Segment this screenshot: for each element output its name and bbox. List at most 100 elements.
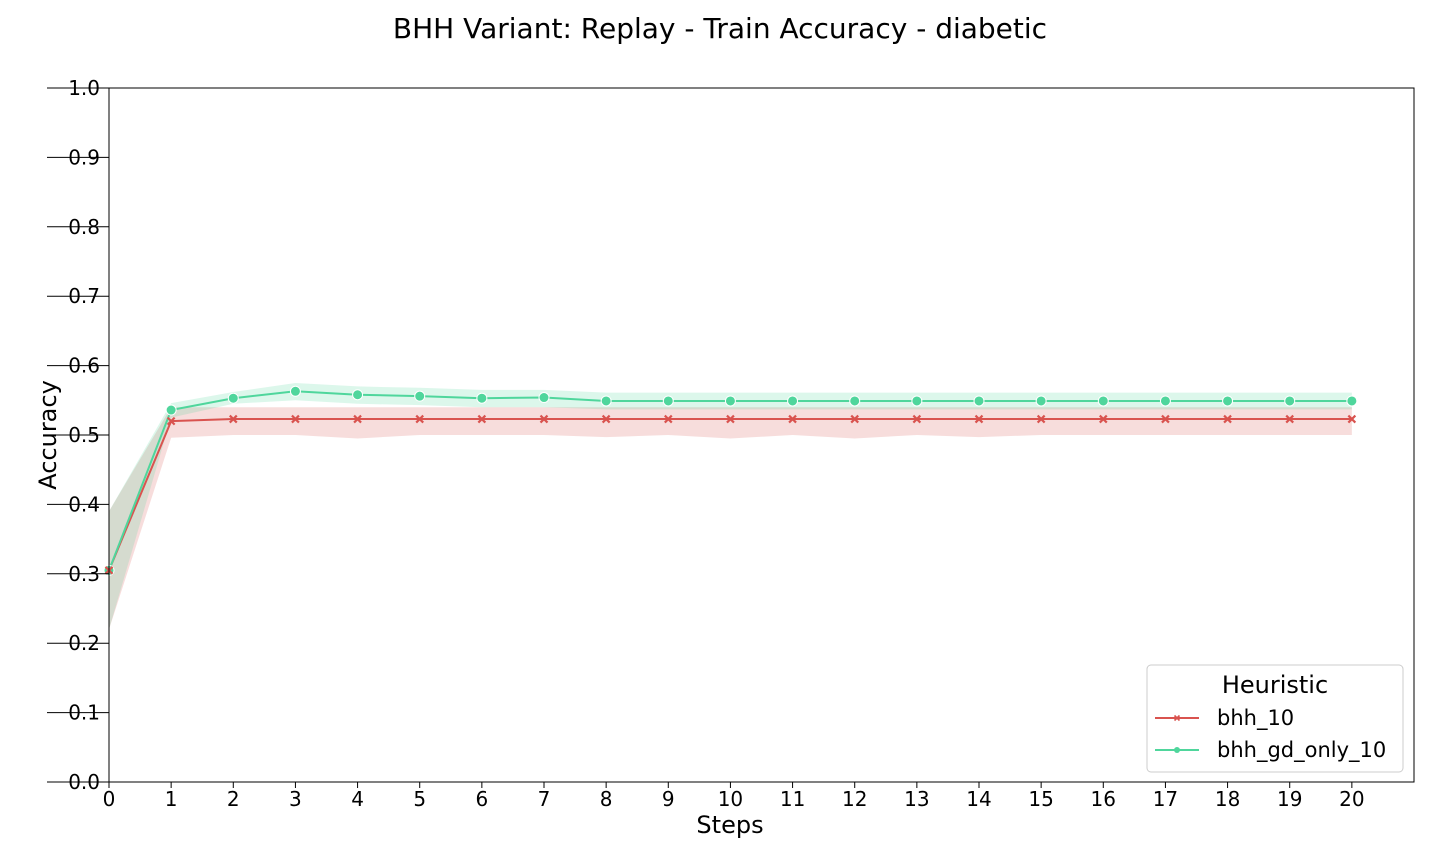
y-tick-label-0.5: 0.5 (68, 423, 100, 447)
x-tick-label-14: 14 (966, 787, 991, 811)
data-point-bhh_gd_only_10-17 (1159, 395, 1171, 407)
data-point-bhh_10-1 (166, 416, 176, 426)
data-point-bhh_10-7-b (539, 414, 549, 424)
data-point-bhh_gd_only_10-6 (476, 392, 488, 404)
x-tick-label-0: 0 (103, 787, 116, 811)
axes: 0.00.10.20.30.40.50.60.70.80.91.00 1 2 3 4 5 6… (47, 76, 1415, 811)
confidence-bands (109, 382, 1352, 630)
x-tick-label-1: 1 (165, 787, 178, 811)
data-point-bhh_gd_only_10-8 (600, 395, 612, 407)
legend-box (1146, 664, 1404, 773)
data-point-bhh_10-19 (1285, 414, 1294, 424)
data-point-bhh_10-10 (726, 414, 735, 424)
data-point-bhh_gd_only_10-20 (1346, 395, 1358, 407)
data-point-bhh_gd_only_10-2 (227, 392, 239, 404)
data-point-bhh_10-16-b (1099, 414, 1108, 424)
data-point-bhh_10-9 (664, 414, 673, 424)
data-point-bhh_10-9-b (664, 414, 673, 424)
data-point-bhh_gd_only_10-4 (352, 389, 364, 401)
data-point-bhh_gd_only_10-7 (538, 392, 550, 404)
band-bhh_gd_only_10 (109, 382, 1352, 630)
data-point-bhh_10-17 (1161, 414, 1170, 424)
data-point-bhh_gd_only_10-1 (165, 404, 177, 416)
legend-marker-bhh_10 (1173, 714, 1181, 722)
data-point-bhh_10-1-b (166, 416, 176, 426)
legend-marker-b-bhh_10 (1173, 714, 1181, 722)
legend-title: Heuristic (1222, 671, 1328, 699)
data-point-bhh_10-15-b (1036, 414, 1046, 424)
y-tick-label-0.9: 0.9 (68, 145, 100, 169)
data-point-bhh_10-11 (788, 414, 797, 424)
y-tick-label-0.2: 0.2 (68, 631, 100, 655)
x-tick-label-9: 9 (662, 787, 675, 811)
y-tick-label-0.4: 0.4 (68, 492, 100, 516)
data-point-bhh_gd_only_10-13 (911, 395, 923, 407)
x-tick-label-19: 19 (1277, 787, 1302, 811)
data-point-bhh_10-3-b (291, 414, 300, 424)
data-point-bhh_10-18 (1223, 414, 1232, 424)
x-tick-label-10: 10 (718, 787, 743, 811)
data-point-bhh_10-4-b (353, 414, 362, 424)
legend-label-bhh_gd_only_10: bhh_gd_only_10 (1217, 738, 1386, 763)
x-tick-label-4: 4 (351, 787, 364, 811)
chart-title: BHH Variant: Replay - Train Accuracy - d… (393, 12, 1047, 45)
data-point-bhh_10-4 (353, 414, 362, 424)
data-point-bhh_10-14 (974, 414, 984, 424)
data-point-bhh_10-7 (539, 414, 549, 424)
x-tick-label-6: 6 (475, 787, 488, 811)
x-tick-label-17: 17 (1153, 787, 1178, 811)
data-point-bhh_10-3 (291, 414, 300, 424)
data-point-bhh_10-11-b (788, 414, 797, 424)
data-point-bhh_10-18-b (1223, 414, 1232, 424)
data-point-bhh_gd_only_10-3 (289, 385, 301, 397)
data-point-bhh_gd_only_10-19 (1284, 395, 1296, 407)
legend: Heuristic bhh_10 bhh_gd_only_10 (1146, 664, 1404, 773)
x-tick-label-16: 16 (1091, 787, 1116, 811)
x-tick-label-11: 11 (780, 787, 805, 811)
data-point-bhh_10-13 (912, 414, 922, 424)
x-axis-label: Steps (696, 811, 763, 839)
data-point-bhh_10-5 (415, 414, 424, 424)
data-point-bhh_gd_only_10-12 (849, 395, 861, 407)
series-line-bhh_10 (108, 418, 1352, 571)
data-point-bhh_10-17-b (1161, 414, 1170, 424)
data-point-bhh_10-20 (1347, 414, 1357, 424)
data-point-bhh_10-12-b (850, 414, 859, 424)
data-point-bhh_10-10-b (726, 414, 735, 424)
data-point-bhh_10-8 (601, 414, 611, 424)
legend-marker-bhh_gd_only_10 (1174, 747, 1180, 753)
y-tick-label-0.1: 0.1 (68, 701, 100, 725)
data-point-bhh_10-14-b (974, 414, 984, 424)
x-tick-label-18: 18 (1215, 787, 1240, 811)
data-point-bhh_10-15 (1036, 414, 1046, 424)
data-point-bhh_gd_only_10-16 (1097, 395, 1109, 407)
data-point-bhh_10-6-b (477, 414, 487, 424)
data-point-bhh_10-20-b (1347, 414, 1357, 424)
x-tick-label-5: 5 (413, 787, 426, 811)
data-point-bhh_10-19-b (1285, 414, 1294, 424)
band-bhh_10 (109, 407, 1352, 630)
data-point-bhh_gd_only_10-5 (414, 390, 426, 402)
x-tick-label-3: 3 (289, 787, 302, 811)
data-point-bhh_gd_only_10-14 (973, 395, 985, 407)
x-tick-label-12: 12 (842, 787, 867, 811)
y-tick-label-1.0: 1.0 (68, 76, 100, 100)
data-point-bhh_gd_only_10-18 (1222, 395, 1234, 407)
y-tick-label-0.7: 0.7 (68, 284, 100, 308)
data-point-bhh_10-5-b (415, 414, 424, 424)
y-tick-label-0.8: 0.8 (68, 215, 100, 239)
data-point-bhh_10-13-b (912, 414, 922, 424)
y-tick-label-0.3: 0.3 (68, 562, 100, 586)
data-point-bhh_gd_only_10-10 (724, 395, 736, 407)
x-tick-label-8: 8 (600, 787, 613, 811)
data-point-bhh_10-2 (229, 414, 238, 424)
data-point-bhh_10-12 (850, 414, 859, 424)
x-tick-label-15: 15 (1028, 787, 1053, 811)
x-tick-label-7: 7 (538, 787, 551, 811)
data-point-bhh_gd_only_10-15 (1035, 395, 1047, 407)
y-tick-label-0.0: 0.0 (68, 770, 100, 794)
data-point-bhh_gd_only_10-9 (662, 395, 674, 407)
data-point-bhh_10-6 (477, 414, 487, 424)
data-point-bhh_gd_only_10-11 (787, 395, 799, 407)
